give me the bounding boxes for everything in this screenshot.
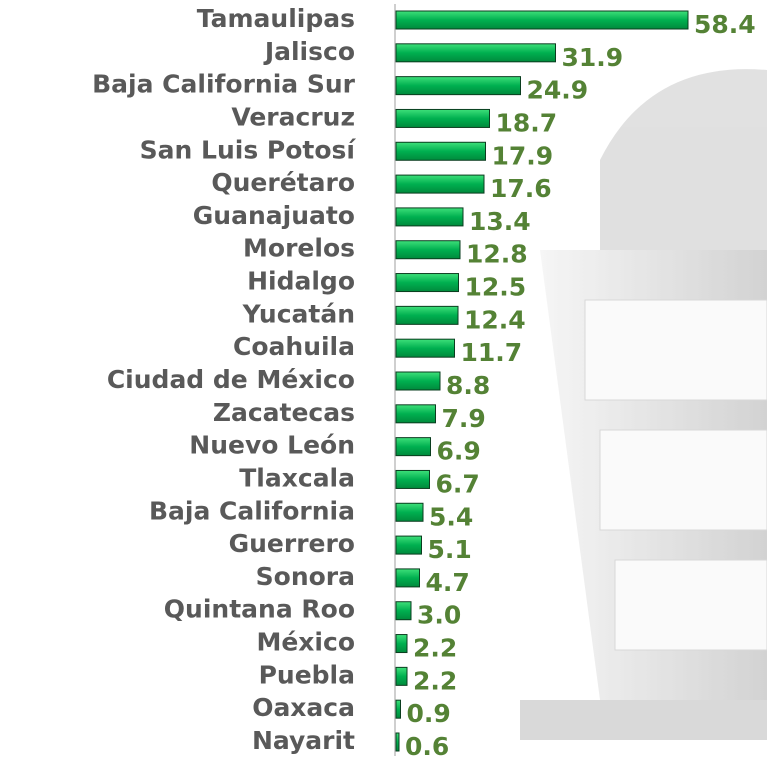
value-label: 5.1 (428, 535, 472, 564)
bar (395, 502, 424, 522)
bar (395, 174, 485, 194)
bar (395, 338, 455, 358)
category-label: México (256, 628, 355, 657)
value-label: 2.2 (413, 634, 457, 663)
value-label: 17.6 (490, 174, 552, 203)
category-label: Puebla (259, 660, 355, 689)
value-label: 13.4 (469, 207, 531, 236)
bar (395, 207, 464, 227)
value-label: 58.4 (694, 10, 756, 39)
value-label: 0.6 (405, 732, 449, 758)
bar (395, 108, 490, 128)
bar (395, 43, 556, 63)
bar (395, 76, 521, 96)
category-label: Nayarit (252, 726, 355, 755)
value-label: 2.2 (413, 666, 457, 695)
bar (395, 699, 401, 719)
value-label: 12.8 (466, 240, 528, 269)
value-label: 6.7 (436, 469, 480, 498)
value-label: 5.4 (429, 502, 473, 531)
bar (395, 634, 408, 654)
bar (395, 141, 486, 161)
category-label: Tamaulipas (197, 4, 355, 33)
background-cart (520, 69, 767, 740)
bar (395, 240, 461, 260)
category-label: Baja California Sur (92, 70, 356, 99)
value-label: 0.9 (407, 699, 451, 728)
value-label: 24.9 (527, 76, 589, 105)
category-label: Baja California (149, 496, 355, 525)
bar (395, 10, 689, 30)
bar (395, 535, 422, 555)
category-label: Yucatán (242, 299, 355, 328)
category-label: Ciudad de México (107, 365, 355, 394)
bar (395, 601, 412, 621)
value-label: 11.7 (461, 338, 523, 367)
bar (395, 371, 441, 391)
bar (395, 666, 408, 686)
category-label: San Luis Potosí (140, 135, 357, 164)
category-label: Zacatecas (213, 398, 355, 427)
value-label: 12.4 (464, 305, 526, 334)
value-label: 7.9 (442, 404, 486, 433)
category-label: Morelos (243, 234, 355, 263)
category-label: Tlaxcala (239, 463, 355, 492)
value-label: 31.9 (562, 43, 624, 72)
category-label: Oaxaca (252, 693, 355, 722)
category-label: Veracruz (231, 102, 355, 131)
category-label: Coahuila (233, 332, 355, 361)
bar (395, 404, 436, 424)
bar (395, 568, 420, 588)
value-label: 18.7 (496, 108, 558, 137)
value-label: 6.9 (437, 437, 481, 466)
category-label: Querétaro (211, 168, 355, 197)
value-label: 3.0 (417, 601, 461, 630)
category-label: Quintana Roo (164, 595, 355, 624)
value-label: 8.8 (446, 371, 490, 400)
category-label: Guerrero (229, 529, 355, 558)
category-label: Guanajuato (193, 201, 355, 230)
category-label: Nuevo León (189, 431, 355, 460)
value-label: 17.9 (492, 141, 554, 170)
bar (395, 273, 459, 293)
bar (395, 437, 431, 457)
category-label: Jalisco (263, 37, 355, 66)
category-label: Sonora (256, 562, 355, 591)
category-label: Hidalgo (247, 267, 355, 296)
value-label: 12.5 (465, 273, 527, 302)
bar (395, 305, 459, 325)
bar (395, 469, 430, 489)
bar (395, 732, 400, 752)
value-label: 4.7 (426, 568, 470, 597)
